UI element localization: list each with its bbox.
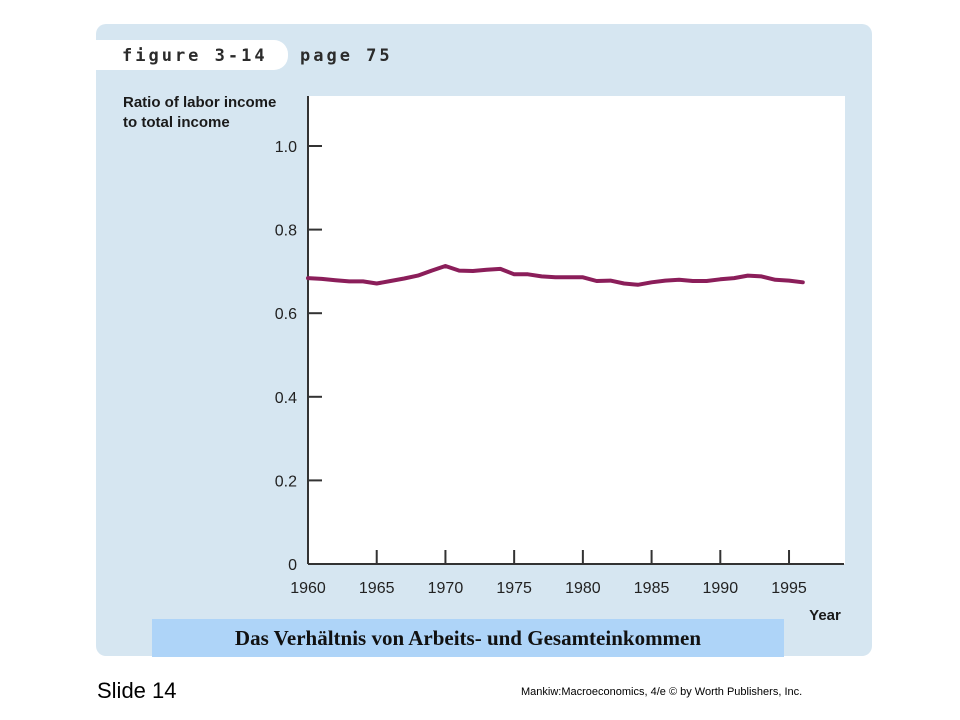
data-point: [650, 280, 654, 284]
x-tick-label: 1975: [496, 580, 532, 597]
data-point: [608, 279, 612, 283]
figure-label: figure 3-14: [122, 46, 268, 66]
x-tick-label: 1980: [565, 580, 601, 597]
x-tick-label: 1965: [359, 580, 395, 597]
x-tick-label: 1970: [428, 580, 464, 597]
y-tick-label: 0.8: [275, 223, 297, 240]
data-point: [705, 279, 709, 283]
data-point: [333, 278, 337, 282]
plot-area: [307, 96, 845, 564]
data-point: [512, 272, 516, 276]
page-label: page 75: [300, 46, 393, 66]
data-point: [361, 279, 365, 283]
data-point: [526, 272, 530, 276]
slide-number: Slide 14: [97, 678, 177, 703]
data-point: [402, 277, 406, 281]
data-point: [622, 282, 626, 286]
data-point: [388, 279, 392, 283]
y-tick-label: 0.6: [275, 306, 297, 323]
data-point: [443, 264, 447, 268]
data-point: [732, 276, 736, 280]
data-point: [347, 279, 351, 283]
data-point: [773, 278, 777, 282]
x-tick-label: 1985: [634, 580, 670, 597]
x-tick-label: 1960: [290, 580, 326, 597]
data-point: [540, 274, 544, 278]
data-point: [581, 275, 585, 279]
data-point: [636, 283, 640, 287]
series-line-labor-share: [306, 264, 805, 287]
y-axis-label-line-1: Ratio of labor income: [123, 94, 277, 111]
y-tick-label: 0: [288, 557, 297, 574]
data-point: [457, 269, 461, 273]
x-tick-label: 1995: [771, 580, 807, 597]
data-point: [567, 275, 571, 279]
data-point: [595, 279, 599, 283]
data-point: [471, 269, 475, 273]
data-point: [416, 274, 420, 278]
data-point: [787, 279, 791, 283]
y-tick-label: 0.4: [275, 390, 297, 407]
data-point: [498, 267, 502, 271]
data-point: [746, 274, 750, 278]
figure-header-band: [96, 40, 288, 70]
data-point: [718, 277, 722, 281]
slide-caption: Das Verhältnis von Arbeits- und Gesamtei…: [152, 619, 784, 657]
data-point: [320, 277, 324, 281]
y-tick-label: 1.0: [275, 139, 297, 156]
data-point: [677, 278, 681, 282]
y-axis-label-line-2: to total income: [123, 114, 230, 131]
data-point: [801, 280, 805, 284]
data-point: [691, 279, 695, 283]
y-axis-label: Ratio of labor income to total income: [123, 93, 313, 133]
data-point: [430, 269, 434, 273]
y-tick-label: 0.2: [275, 473, 297, 490]
x-tick-label: 1990: [703, 580, 739, 597]
data-point: [375, 282, 379, 286]
data-point: [663, 279, 667, 283]
x-axis-label: Year: [809, 607, 841, 624]
data-point: [485, 268, 489, 272]
data-point: [553, 275, 557, 279]
data-point: [306, 276, 310, 280]
publisher-credit: Mankiw:Macroeconomics, 4/e © by Worth Pu…: [521, 686, 803, 698]
data-point: [760, 274, 764, 278]
